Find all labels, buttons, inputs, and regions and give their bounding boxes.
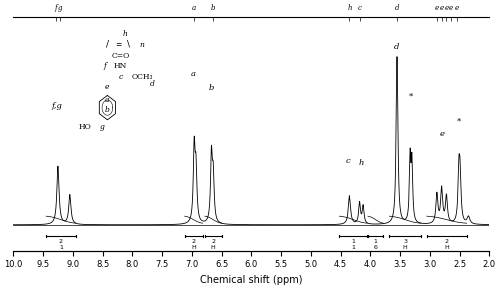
Text: 2
H: 2 H [191,239,196,250]
Text: e: e [439,130,444,138]
Text: b: b [209,84,214,92]
Text: a: a [191,71,196,78]
Text: 2
H: 2 H [211,239,216,250]
Text: c: c [346,158,350,166]
Text: 1
6: 1 6 [374,239,378,250]
Text: 3
H: 3 H [402,239,407,250]
Text: *: * [457,118,461,126]
Text: f,g: f,g [52,102,62,110]
Text: *: * [409,92,414,100]
Text: 1
1: 1 1 [352,239,356,250]
Text: 2
1: 2 1 [59,239,63,250]
Text: 2
H: 2 H [444,239,449,250]
Text: d: d [394,43,399,51]
X-axis label: Chemical shift (ppm): Chemical shift (ppm) [200,275,302,285]
Text: h: h [358,160,364,167]
